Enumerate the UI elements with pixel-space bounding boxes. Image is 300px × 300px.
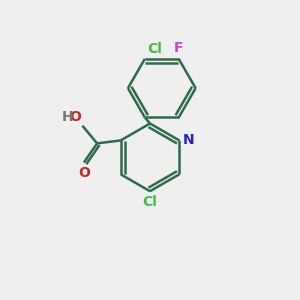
Text: Cl: Cl [142,195,158,209]
Text: N: N [183,134,194,147]
Text: O: O [69,110,81,124]
Text: Cl: Cl [147,43,162,56]
Text: O: O [78,166,90,180]
Text: F: F [174,41,184,55]
Text: H: H [62,110,74,124]
